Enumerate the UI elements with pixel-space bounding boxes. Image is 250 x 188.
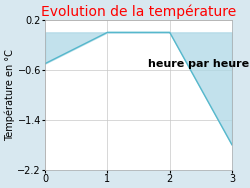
Text: heure par heure: heure par heure xyxy=(148,59,249,69)
Y-axis label: Température en °C: Température en °C xyxy=(4,49,15,141)
Title: Evolution de la température: Evolution de la température xyxy=(41,4,236,19)
